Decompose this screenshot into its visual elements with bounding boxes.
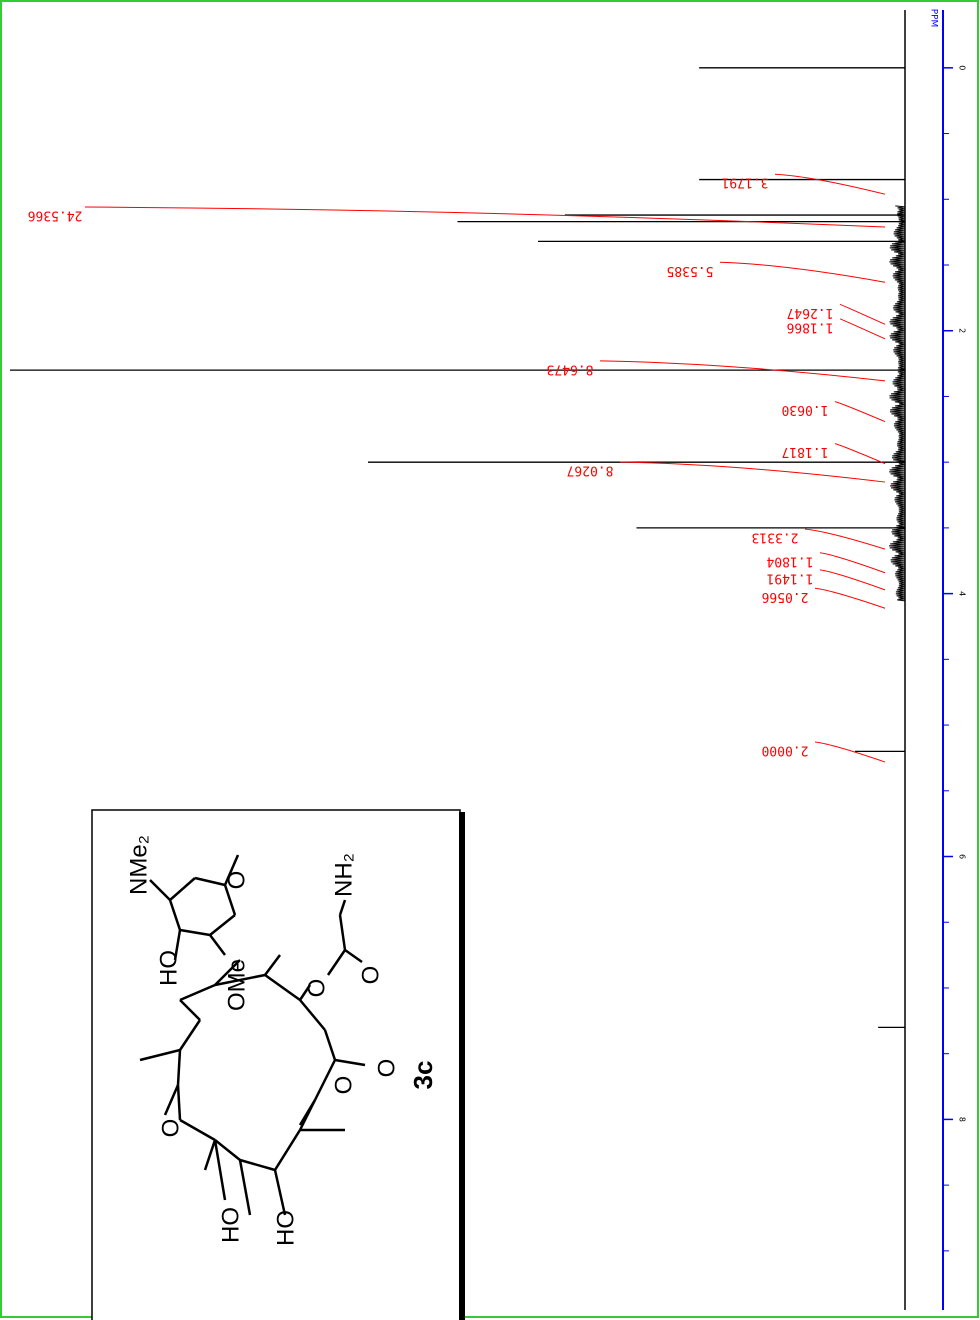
integral-leader [839,303,886,325]
integral-label: 2.0000 [762,743,809,758]
bond [299,999,326,1031]
bond [239,1158,276,1172]
structure-box [91,809,461,1320]
bond [298,984,312,1001]
integral-label: 1.1866 [787,319,834,334]
bond [179,999,201,1021]
tick-label: 0 [958,65,967,70]
bond [203,1139,217,1171]
integral-label: 8.0267 [567,463,614,478]
integral-label: 5.5385 [667,263,714,278]
bond [209,914,236,936]
bond [176,1084,182,1121]
integral-leader [814,741,886,763]
integral-label: 24.5366 [28,208,83,223]
integral-leader [84,206,886,228]
integral-label: 2.0566 [762,589,809,604]
bond [173,929,182,961]
atom-label: O [330,1076,357,1095]
atom-label: O [303,979,330,998]
integral-label: 2.3313 [752,530,799,545]
bond [213,1139,227,1201]
multiplets [889,205,906,602]
integral-leader [819,552,886,574]
atom-label: HO [155,950,182,986]
bond [169,877,196,901]
bond [163,1084,180,1116]
integral-leader [599,360,886,382]
bond [139,1048,181,1062]
bond [338,899,347,916]
atom-label: HO [217,1207,244,1243]
compound-label: 3c [408,1061,438,1090]
atom-label: O [373,1059,400,1078]
bond [313,1059,337,1101]
integral-label: 8.6473 [547,361,594,376]
atom-label: O [357,966,384,985]
bond [326,949,347,976]
integral-leader [839,318,886,340]
integral-label: 1.1804 [766,553,813,568]
integral-label: 1.0630 [782,402,829,417]
bond [238,1159,252,1216]
bond [214,959,241,986]
atom-label: NH₂ [330,853,357,897]
bond [149,879,171,901]
bond [168,899,182,931]
tick-label: 4 [958,591,967,596]
integral-leader [774,173,886,195]
tick-label: 2 [958,328,967,333]
bond [176,1049,182,1086]
bond [338,914,347,951]
bond [179,983,216,1002]
integral-leader [834,401,886,423]
bond [264,954,281,976]
atom-label: O [223,871,250,890]
bond [323,1029,337,1061]
integral-label: 1.1491 [767,570,814,585]
bond [273,1169,287,1216]
bond [178,1019,202,1051]
atom-label: NMe₂ [125,835,152,895]
bond [179,928,211,937]
integral-label: 3.1791 [722,175,769,190]
bond [223,854,240,886]
bond [334,1058,366,1067]
tick-label: 6 [958,854,967,859]
atom-label: HO [272,1210,299,1246]
integral-leader [819,569,886,591]
bond [179,1118,216,1142]
bond [194,876,226,887]
bond [214,973,266,987]
bond [223,884,237,916]
tick-label: 8 [958,1117,967,1122]
bond [273,1129,302,1171]
bond [298,1099,317,1126]
integral-leader [619,461,886,483]
atom-label: OMe [223,959,250,1011]
integral-label: 1.1817 [782,444,829,459]
integral-leader [804,528,886,550]
integral-label: 1.2647 [787,305,834,320]
bond [344,948,363,964]
integral-leader [814,587,886,609]
bond [214,1139,241,1161]
bond [209,934,226,956]
axis-label: PPM [929,9,939,28]
bond [264,973,301,1002]
atom-label: O [157,1119,184,1138]
integral-leader [719,261,886,283]
integral-leader [834,443,886,465]
